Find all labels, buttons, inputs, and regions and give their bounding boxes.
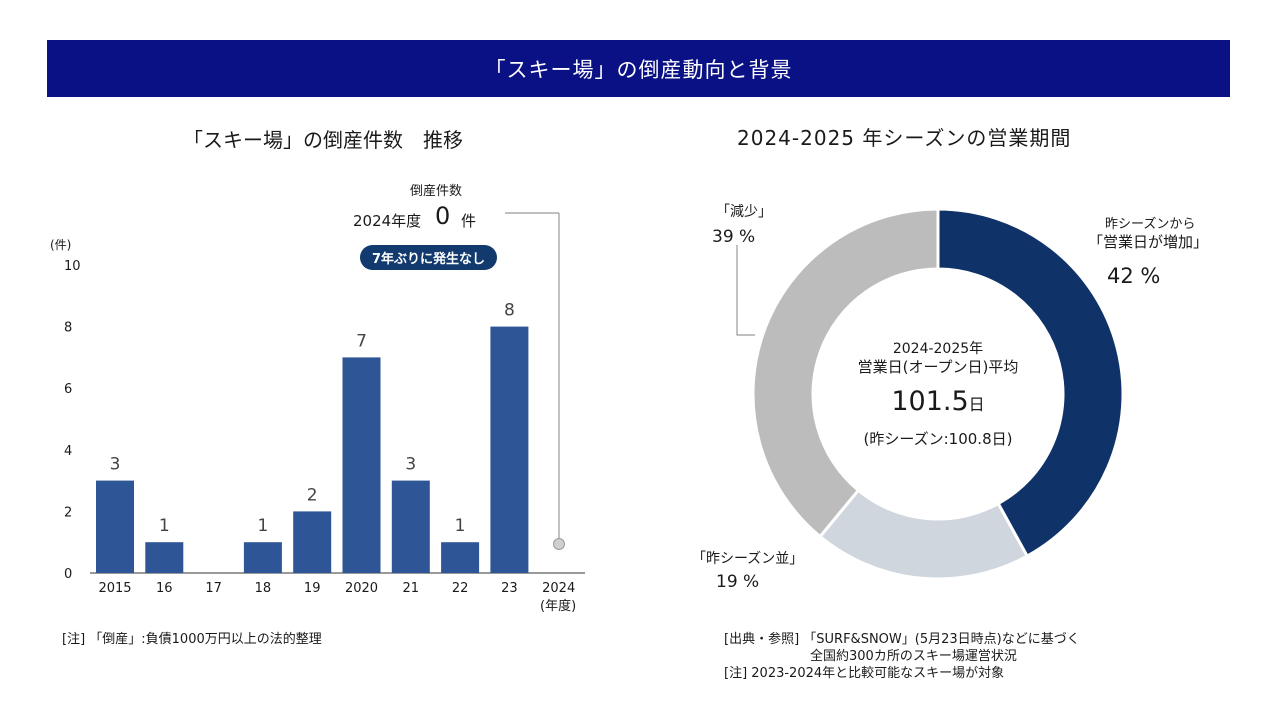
y-tick-label: 10	[64, 259, 81, 274]
source-line1: [出典・参照] 「SURF&SNOW」(5月23日時点)などに基づく	[724, 632, 1080, 647]
y-tick-label: 4	[64, 444, 72, 459]
center-line1: 2024-2025年	[892, 341, 984, 357]
bar-chart-note: [注] 「倒産」:負債1000万円以上の法的整理	[62, 632, 322, 647]
bar-chart: (件) 0 2 4 6 8 10 3 2015 1 16 17 1 18 2 19 7 2020 3 21 1 22 8…	[50, 212, 585, 614]
bar-data-label: 1	[159, 516, 170, 536]
bar-chart-title: 「スキー場」の倒産件数 推移	[183, 128, 463, 152]
center-value-wrap: 101.5日	[838, 386, 1038, 417]
donut-chart-title: 2024-2025 年シーズンの営業期間	[737, 126, 1072, 150]
bar-data-label: 1	[455, 516, 466, 536]
x-tick-label: 21	[403, 581, 420, 596]
slice-value-increase: 42 %	[1107, 264, 1161, 288]
donut-slice-0	[936, 207, 1125, 559]
center-unit: 日	[968, 395, 985, 414]
no-bankruptcy-pill: 7年ぶりに発生なし	[360, 245, 498, 270]
x-tick-label: 23	[501, 581, 518, 596]
slice-value-decrease: 39 %	[712, 227, 756, 247]
decrease-leader-line	[736, 245, 755, 336]
slice-value-same: 19 %	[716, 572, 760, 592]
x-axis-label: (年度)	[540, 598, 576, 614]
bar-data-label: 3	[110, 455, 121, 475]
x-tick-label: 2015	[98, 581, 131, 596]
slice-label-increase-top: 昨シーズンから	[1105, 217, 1196, 232]
slice-label-same: 「昨シーズン並」	[692, 551, 804, 567]
donut-slice-2	[751, 207, 940, 539]
slice-label-increase: 「営業日が増加」	[1088, 233, 1209, 251]
slice-label-decrease: 「減少」	[716, 204, 772, 220]
x-tick-label: 17	[205, 581, 222, 596]
header-banner: 「スキー場」の倒産動向と背景	[47, 40, 1230, 97]
bar-16	[145, 542, 184, 573]
callout-year: 2024年度	[353, 212, 422, 230]
bar-2020	[342, 357, 381, 573]
center-line2: 営業日(オープン日)平均	[857, 358, 1019, 376]
callout-unit: 件	[461, 212, 477, 230]
header-title: 「スキー場」の倒産動向と背景	[484, 57, 793, 82]
source-line2: 全国約300カ所のスキー場運営状況	[810, 649, 1017, 664]
y-tick-label: 6	[64, 382, 72, 397]
center-value: 101.5	[891, 386, 969, 417]
bar-data-label: 2	[307, 485, 318, 505]
donut-slice-1	[817, 488, 1030, 581]
x-tick-label: 16	[156, 581, 173, 596]
bar-2015	[96, 480, 134, 573]
callout-label: 倒産件数	[410, 184, 463, 199]
x-tick-label: 2024	[542, 581, 575, 596]
y-tick-label: 0	[64, 567, 72, 582]
bar-23	[490, 326, 529, 573]
source-line3: [注] 2023-2024年と比較可能なスキー場が対象	[724, 666, 1005, 681]
bar-18	[243, 542, 282, 573]
bar-data-label: 3	[405, 455, 416, 475]
callout-value: 0	[435, 202, 451, 230]
center-prev: (昨シーズン:100.8日)	[863, 430, 1013, 448]
bar-data-label: 7	[356, 331, 367, 351]
bar-data-label: 1	[257, 516, 268, 536]
x-tick-label: 19	[304, 581, 321, 596]
x-tick-label: 2020	[345, 581, 378, 596]
bar-21	[391, 480, 430, 573]
y-axis-label: (件)	[50, 238, 71, 252]
x-tick-label: 18	[255, 581, 272, 596]
donut-chart	[736, 207, 1125, 581]
y-tick-label: 2	[64, 505, 72, 520]
bar-19	[293, 511, 332, 573]
x-tick-label: 22	[452, 581, 469, 596]
callout-marker	[553, 538, 565, 550]
bar-22	[441, 542, 480, 573]
bar-data-label: 8	[504, 301, 515, 321]
y-tick-label: 8	[64, 321, 72, 336]
